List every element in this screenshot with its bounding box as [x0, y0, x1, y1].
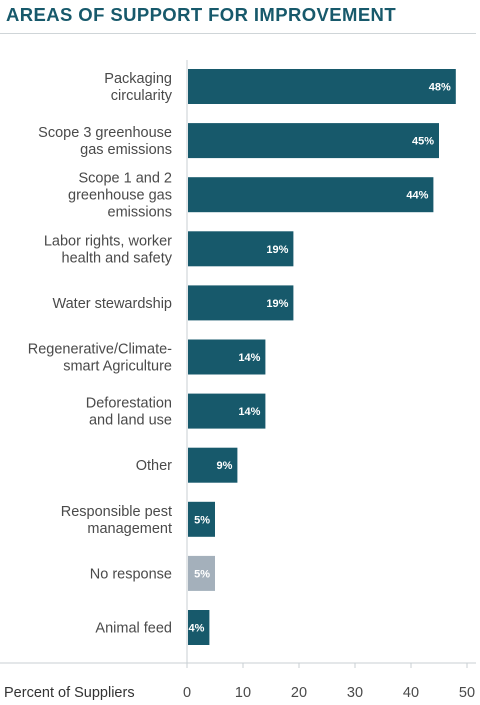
bar-6 — [188, 339, 266, 375]
x-tick-label-20: 20 — [291, 685, 307, 701]
bar-4 — [188, 231, 294, 267]
bar-11 — [188, 610, 210, 645]
x-tick-label-50: 50 — [459, 685, 475, 701]
data-label-3: 44% — [406, 190, 428, 202]
data-label-6: 14% — [238, 352, 260, 364]
bar-10 — [188, 555, 215, 591]
chart-title: AREAS OF SUPPORT FOR IMPROVEMENT — [6, 4, 397, 25]
data-label-10: 5% — [194, 568, 210, 580]
bar-5 — [188, 285, 294, 321]
category-label-10: No response — [90, 566, 172, 582]
data-label-5: 19% — [266, 298, 288, 310]
category-label-9: Responsible pest management — [61, 504, 172, 537]
data-label-1: 48% — [429, 82, 451, 94]
bar-3 — [188, 177, 434, 213]
category-label-5: Water stewardship — [52, 296, 172, 312]
bar-2 — [188, 123, 439, 159]
data-label-2: 45% — [412, 136, 434, 148]
category-label-3: Scope 1 and 2 greenhouse gas emissions — [68, 171, 172, 221]
bar-1 — [188, 69, 456, 104]
data-label-9: 5% — [194, 514, 210, 526]
category-label-4: Labor rights, worker health and safety — [44, 233, 173, 266]
category-label-7: Deforestation and land use — [86, 396, 172, 429]
title-divider — [0, 33, 476, 34]
x-tick-label-30: 30 — [347, 685, 363, 701]
category-label-6: Regenerative/Climate-smart Agriculture — [28, 342, 172, 375]
category-label-2: Scope 3 greenhouse gas emissions — [38, 125, 172, 158]
data-label-7: 14% — [238, 406, 260, 418]
category-label-8: Other — [136, 458, 172, 474]
bar-7 — [188, 393, 266, 429]
x-tick-label-40: 40 — [403, 685, 419, 701]
data-label-8: 9% — [216, 460, 232, 472]
category-label-11: Animal feed — [95, 621, 172, 637]
x-tick-label-0: 0 — [183, 685, 191, 701]
bar-9 — [188, 501, 215, 537]
data-label-4: 19% — [266, 244, 288, 256]
x-tick-label-10: 10 — [235, 685, 251, 701]
bar-8 — [188, 447, 238, 483]
data-label-11: 4% — [188, 623, 204, 635]
x-axis-label: Percent of Suppliers — [4, 685, 135, 701]
category-label-1: Packaging circularity — [104, 71, 172, 104]
